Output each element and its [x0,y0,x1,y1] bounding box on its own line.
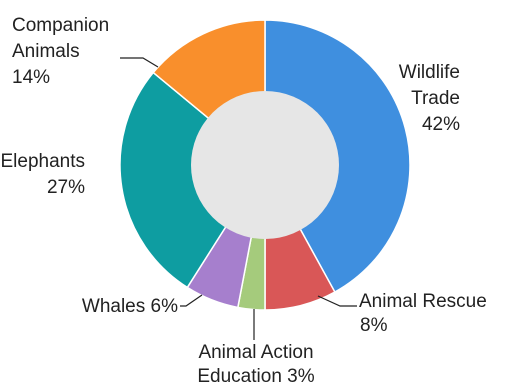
slice-label-line: Animals [12,41,80,62]
slice-label-line: Elephants [0,151,85,172]
slice-label: Whales 6% [82,296,178,317]
leader-line [180,294,203,307]
slice-value: 27% [47,177,85,198]
slice-label-line: Wildlife [399,62,460,83]
leader-lines [120,57,357,340]
slice-elephants [119,71,266,289]
donut-center [191,91,339,239]
slice-value: 8% [360,315,388,336]
slice-label: Wildlife Trade 42% [399,62,460,135]
slice-label-line: Companion [12,15,109,36]
slice-value: 14% [12,67,50,88]
slice-value: 42% [422,114,460,135]
slice-label-line: Animal Rescue [359,291,487,312]
slice-label-line: Animal Action [198,342,313,363]
slice-label: Companion Animals 14% [12,15,109,88]
slice-label-line: Whales 6% [82,296,178,317]
slice-label: Animal Action Education 3% [197,342,314,387]
slice-label-line: Trade [411,88,460,109]
slice-label: Elephants 27% [0,151,85,198]
leader-line [120,57,159,68]
slice-label-line: Education 3% [197,366,314,387]
slice-label: Animal Rescue 8% [359,291,487,336]
slice-labels: Wildlife Trade 42% Animal Rescue 8% Animal Ac… [0,15,486,387]
leader-line [317,295,357,307]
